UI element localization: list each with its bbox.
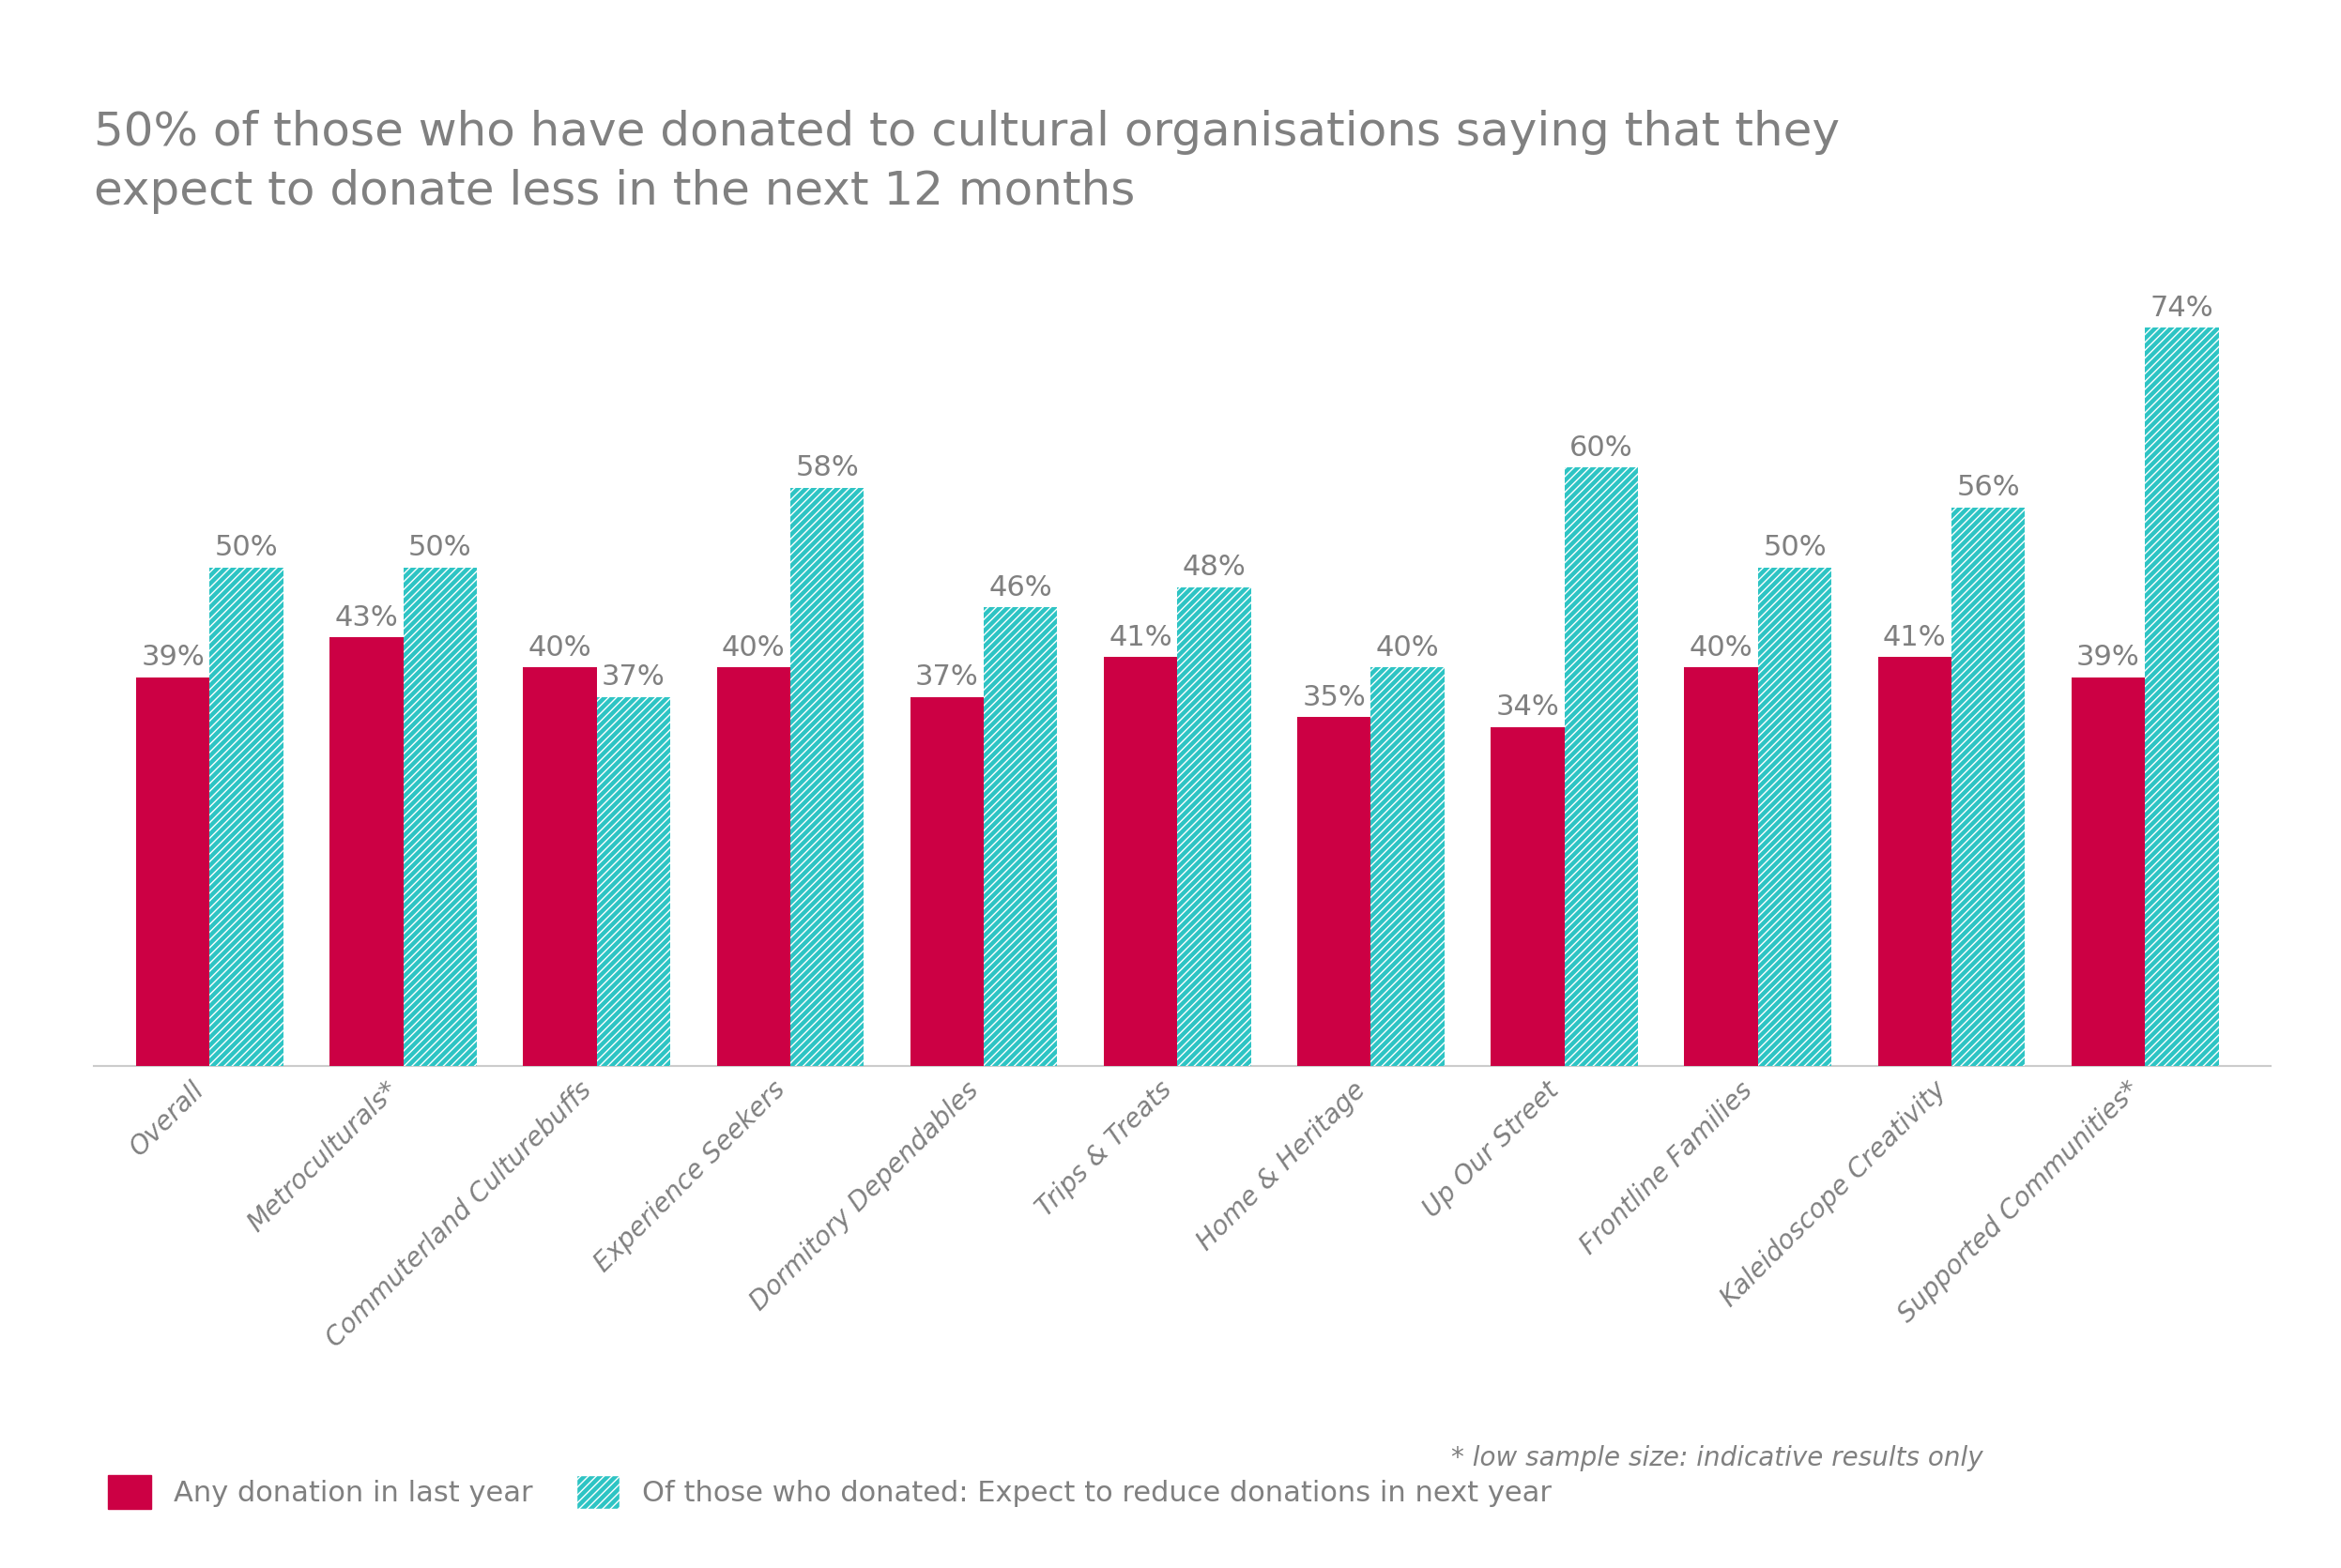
- Bar: [136, 677, 211, 1066]
- Bar: [791, 488, 864, 1066]
- Text: 37%: 37%: [602, 663, 665, 691]
- Text: 74%: 74%: [2149, 295, 2215, 321]
- Bar: [211, 568, 283, 1066]
- Text: * low sample size: indicative results only: * low sample size: indicative results on…: [1451, 1446, 1983, 1472]
- Bar: [597, 698, 670, 1066]
- Text: 39%: 39%: [140, 644, 204, 671]
- Text: 40%: 40%: [1377, 633, 1440, 662]
- Text: 48%: 48%: [1182, 554, 1245, 582]
- Bar: [911, 698, 983, 1066]
- Bar: [1491, 728, 1564, 1066]
- Text: 40%: 40%: [529, 633, 592, 662]
- Bar: [2072, 677, 2144, 1066]
- Text: 56%: 56%: [1957, 474, 2020, 502]
- Text: 58%: 58%: [796, 455, 859, 481]
- Bar: [2144, 328, 2219, 1066]
- Bar: [983, 607, 1058, 1066]
- Text: 41%: 41%: [1110, 624, 1173, 651]
- Bar: [330, 637, 403, 1066]
- Text: 35%: 35%: [1302, 684, 1365, 710]
- Bar: [1877, 657, 1952, 1066]
- Bar: [1952, 508, 2025, 1066]
- Bar: [1372, 666, 1444, 1066]
- Bar: [1297, 717, 1372, 1066]
- Text: 46%: 46%: [988, 574, 1053, 601]
- Legend: Any donation in last year, Of those who donated: Expect to reduce donations in n: Any donation in last year, Of those who …: [108, 1475, 1552, 1508]
- Text: 50%: 50%: [407, 535, 473, 561]
- Bar: [1178, 588, 1250, 1066]
- Bar: [1686, 666, 1758, 1066]
- Text: 37%: 37%: [915, 663, 979, 691]
- Bar: [716, 666, 791, 1066]
- Text: 39%: 39%: [2076, 644, 2140, 671]
- Text: 34%: 34%: [1496, 693, 1559, 721]
- Text: 50%: 50%: [215, 535, 279, 561]
- Text: 43%: 43%: [335, 604, 398, 632]
- Text: 50%: 50%: [1763, 535, 1826, 561]
- Text: 40%: 40%: [1690, 633, 1753, 662]
- Text: 50% of those who have donated to cultural organisations saying that they
expect : 50% of those who have donated to cultura…: [94, 110, 1840, 215]
- Bar: [1758, 568, 1831, 1066]
- Bar: [524, 666, 597, 1066]
- Bar: [1105, 657, 1178, 1066]
- Bar: [1564, 467, 1639, 1066]
- Text: 41%: 41%: [1882, 624, 1945, 651]
- Text: 40%: 40%: [721, 633, 784, 662]
- Text: 60%: 60%: [1568, 434, 1634, 461]
- Bar: [403, 568, 478, 1066]
